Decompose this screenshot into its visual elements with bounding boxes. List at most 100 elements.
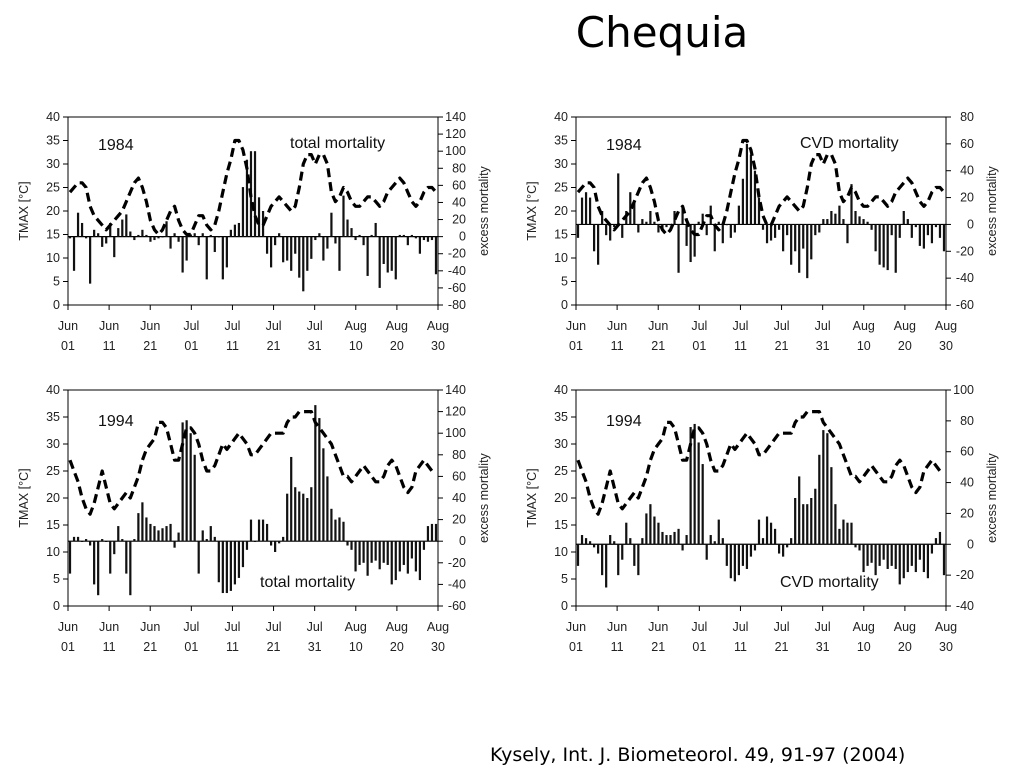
mortality-bar bbox=[637, 224, 640, 233]
x-tick-label-day: 21 bbox=[651, 339, 665, 353]
mortality-bar bbox=[874, 224, 877, 252]
mortality-bar bbox=[113, 236, 116, 258]
mortality-bar bbox=[161, 528, 164, 542]
mortality-bar bbox=[878, 544, 881, 566]
mortality-bar bbox=[201, 530, 204, 542]
y-right-tick-label: 40 bbox=[452, 491, 466, 505]
y-left-tick-label: 20 bbox=[46, 491, 60, 505]
y-left-axis-label: TMAX [°C] bbox=[525, 468, 539, 527]
y-right-tick-label: -80 bbox=[448, 298, 466, 312]
mortality-bar bbox=[338, 236, 341, 271]
y-right-tick-label: 20 bbox=[960, 191, 974, 205]
x-tick-label-day: 01 bbox=[569, 339, 583, 353]
mortality-bar bbox=[322, 448, 325, 542]
mortality-bar bbox=[886, 544, 889, 569]
mortality-bar bbox=[374, 222, 377, 237]
x-tick-label-day: 21 bbox=[775, 339, 789, 353]
mortality-bar bbox=[205, 539, 208, 542]
mortality-bar bbox=[278, 541, 281, 544]
mortality-bar bbox=[745, 143, 749, 225]
mortality-bar bbox=[926, 544, 930, 579]
y-right-axis-label: excess mortality bbox=[985, 452, 999, 542]
mortality-bar bbox=[761, 538, 765, 545]
mortality-bar bbox=[649, 211, 652, 225]
y-right-tick-label: 80 bbox=[452, 161, 466, 175]
y-left-tick-label: 5 bbox=[561, 572, 568, 586]
tmax-line bbox=[68, 138, 438, 237]
mortality-bar bbox=[406, 541, 409, 574]
x-tick-label-day: 20 bbox=[898, 640, 912, 654]
y-right-tick-label: -60 bbox=[956, 298, 974, 312]
mortality-bar bbox=[657, 224, 660, 233]
y-right-tick-label: 60 bbox=[960, 445, 974, 459]
mortality-bar bbox=[181, 236, 184, 273]
mortality-bar bbox=[141, 229, 144, 237]
mortality-bar bbox=[358, 234, 361, 237]
mortality-bar bbox=[757, 519, 761, 545]
mortality-bar bbox=[790, 224, 793, 265]
y-right-tick-label: 80 bbox=[452, 448, 466, 462]
y-left-tick-label: 30 bbox=[46, 437, 60, 451]
y-left-tick-label: 15 bbox=[554, 228, 568, 242]
mortality-bar bbox=[153, 526, 156, 542]
mortality-bar bbox=[866, 544, 869, 566]
mortality-bar bbox=[390, 541, 393, 585]
mortality-bar bbox=[854, 211, 857, 225]
x-tick-label-day: 30 bbox=[939, 339, 953, 353]
x-tick-label-month: Jul bbox=[266, 620, 282, 634]
mortality-bar bbox=[282, 236, 285, 263]
y-right-tick-label: -40 bbox=[448, 577, 466, 591]
x-tick-label-month: Jul bbox=[815, 319, 831, 333]
mortality-bar bbox=[221, 236, 224, 280]
mortality-bar bbox=[310, 236, 313, 259]
mortality-bar bbox=[330, 212, 333, 237]
mortality-bar bbox=[402, 541, 405, 565]
mortality-bar bbox=[229, 541, 232, 591]
mortality-bar bbox=[125, 214, 128, 237]
mortality-bar bbox=[382, 236, 385, 264]
mortality-bar bbox=[757, 197, 761, 225]
mortality-bar bbox=[302, 493, 305, 542]
mortality-bar bbox=[870, 224, 873, 230]
mortality-bar bbox=[209, 526, 212, 542]
mortality-bar bbox=[105, 236, 108, 244]
mortality-bar bbox=[422, 541, 426, 550]
mortality-bar bbox=[298, 236, 301, 278]
mortality-bar bbox=[830, 211, 833, 225]
x-tick-label-day: 10 bbox=[857, 640, 871, 654]
mortality-bar bbox=[213, 536, 216, 542]
y-right-tick-label: 60 bbox=[452, 178, 466, 192]
mortality-bar bbox=[117, 526, 120, 542]
mortality-bar bbox=[362, 541, 365, 563]
y-left-tick-label: 5 bbox=[53, 572, 60, 586]
mortality-bar bbox=[430, 523, 434, 542]
y-right-tick-label: 80 bbox=[960, 414, 974, 428]
mortality-bar bbox=[930, 224, 934, 244]
mortality-bar bbox=[354, 541, 357, 572]
mortality-bar bbox=[934, 538, 938, 545]
x-tick-label-month: Jul bbox=[815, 620, 831, 634]
y-right-tick-label: 80 bbox=[960, 110, 974, 124]
mortality-bar bbox=[641, 219, 644, 225]
series-label: CVD mortality bbox=[780, 574, 879, 591]
mortality-bar bbox=[858, 216, 861, 225]
x-tick-label-month: Aug bbox=[853, 620, 875, 634]
y-right-tick-label: 20 bbox=[452, 213, 466, 227]
mortality-bar bbox=[709, 535, 712, 545]
mortality-bar bbox=[633, 544, 636, 566]
x-tick-label-day: 30 bbox=[939, 640, 953, 654]
tmax-line bbox=[576, 410, 944, 516]
x-tick-label-month: Jun bbox=[140, 620, 160, 634]
x-tick-label-month: Aug bbox=[935, 319, 957, 333]
mortality-bar bbox=[121, 219, 124, 237]
mortality-bar bbox=[434, 236, 438, 275]
x-tick-label-month: Jul bbox=[691, 620, 707, 634]
mortality-bar bbox=[810, 224, 813, 260]
mortality-bar bbox=[241, 187, 245, 237]
y-left-tick-label: 25 bbox=[554, 464, 568, 478]
series-label: total mortality bbox=[290, 135, 385, 152]
mortality-bar bbox=[717, 221, 720, 225]
mortality-bar bbox=[725, 224, 728, 226]
mortality-bar bbox=[677, 528, 680, 545]
y-right-axis-label: excess mortality bbox=[477, 165, 491, 255]
